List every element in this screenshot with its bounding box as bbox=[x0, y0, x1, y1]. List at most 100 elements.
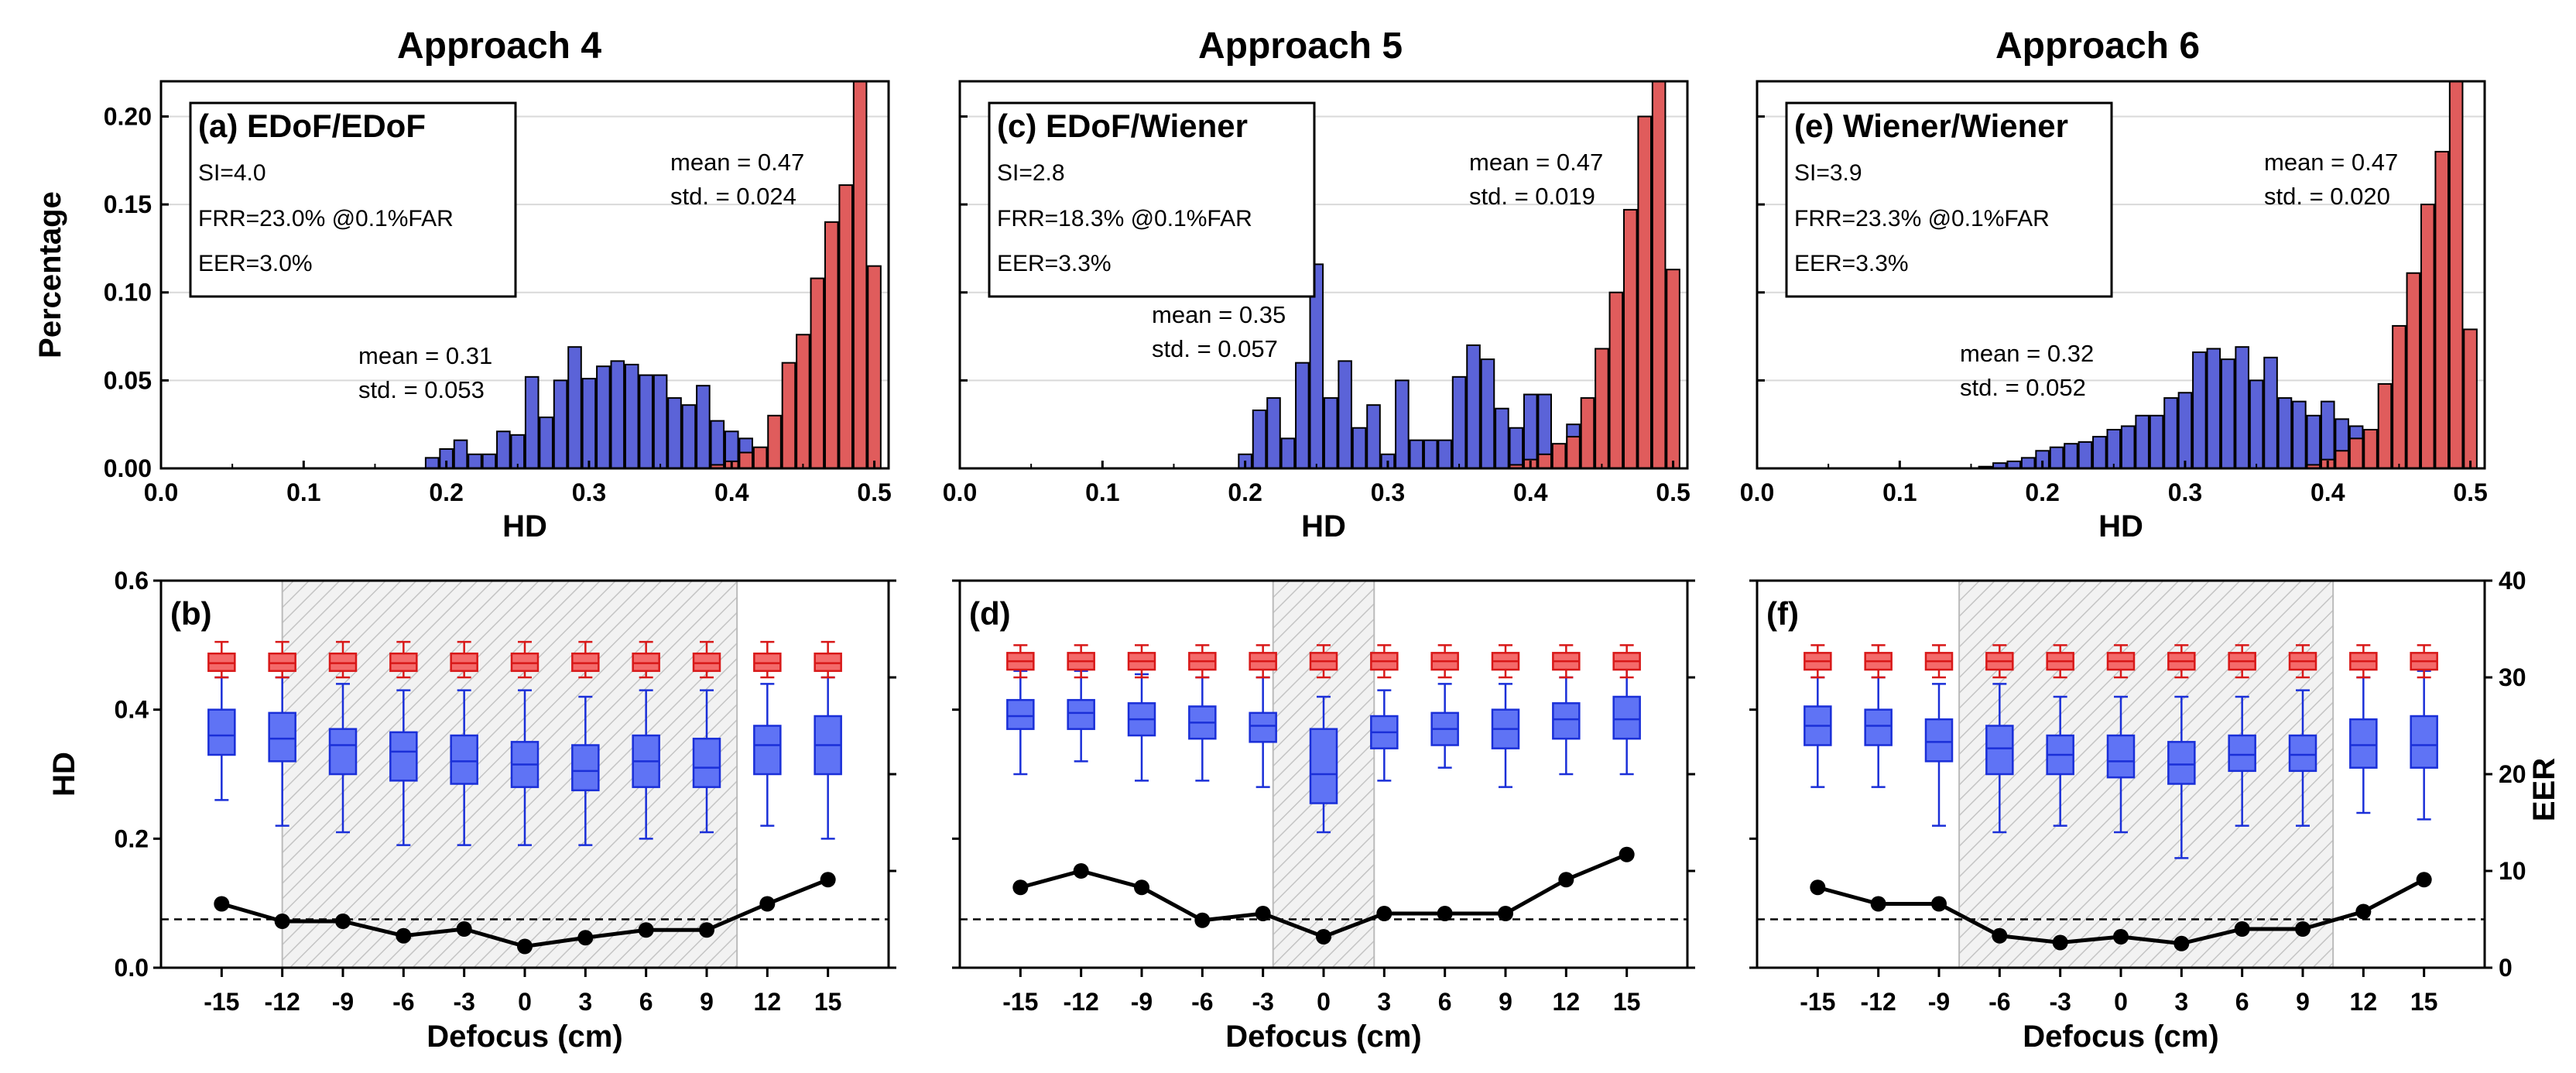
genuine-bar bbox=[1395, 379, 1410, 470]
x-tick-label: 0.1 bbox=[1085, 478, 1119, 506]
genuine-bar bbox=[2092, 436, 2107, 469]
genuine-bar bbox=[1338, 360, 1352, 470]
y-tick-label: 0.6 bbox=[115, 567, 149, 595]
x-tick-label: 0.0 bbox=[1740, 478, 1774, 506]
histogram-panel-a: (a) EDoF/EDoF SI=4.0 FRR=23.0% @0.1%FAR … bbox=[33, 80, 892, 543]
x-tick-label: 9 bbox=[2296, 988, 2310, 1016]
genuine-box bbox=[207, 708, 236, 756]
histogram-panel-e: (e) Wiener/Wiener SI=3.9 FRR=23.3% @0.1%… bbox=[1740, 80, 2488, 543]
x-axis-label: HD bbox=[502, 509, 547, 543]
genuine-bar bbox=[1523, 393, 1538, 469]
genuine-bar bbox=[1351, 427, 1367, 470]
impostor-std-text: std. = 0.019 bbox=[1469, 183, 1595, 210]
genuine-box bbox=[450, 734, 478, 785]
genuine-box bbox=[1864, 708, 1893, 746]
genuine-bar bbox=[1437, 439, 1452, 469]
genuine-box bbox=[1924, 718, 1954, 763]
genuine-box bbox=[389, 731, 418, 782]
y-tick-label: 0.20 bbox=[104, 102, 152, 130]
panel-label: (c) EDoF/Wiener bbox=[997, 108, 1248, 144]
genuine-bar bbox=[1495, 407, 1509, 470]
x-tick-label: 12 bbox=[1553, 988, 1581, 1016]
genuine-bar bbox=[610, 360, 625, 470]
genuine-box bbox=[1309, 728, 1338, 804]
x-tick-label: 0.4 bbox=[714, 478, 749, 506]
genuine-bar bbox=[2306, 414, 2321, 469]
genuine-bar bbox=[453, 439, 468, 469]
genuine-bar bbox=[653, 374, 668, 469]
eer-text: EER=3.3% bbox=[1794, 251, 1909, 276]
impostor-bar bbox=[1580, 397, 1595, 469]
x-tick-label: -9 bbox=[332, 988, 354, 1016]
impostor-bar bbox=[738, 451, 753, 470]
genuine-bar bbox=[2206, 348, 2221, 470]
x-tick-label: -15 bbox=[1800, 988, 1835, 1016]
impostor-bar bbox=[1537, 453, 1552, 469]
genuine-std-text: std. = 0.052 bbox=[1960, 374, 2086, 401]
x-tick-label: 6 bbox=[639, 988, 653, 1016]
genuine-bar bbox=[581, 378, 597, 469]
eer-point bbox=[1437, 906, 1453, 921]
impostor-bar bbox=[2420, 204, 2435, 469]
eer-point bbox=[577, 930, 594, 946]
genuine-bar bbox=[2049, 446, 2064, 470]
genuine-mean-text: mean = 0.31 bbox=[358, 342, 492, 369]
x-tick-label: 3 bbox=[1377, 988, 1391, 1016]
y-tick-label: 0.4 bbox=[115, 696, 149, 724]
y-tick-label: 0.05 bbox=[104, 366, 152, 394]
genuine-bar bbox=[624, 363, 639, 469]
x-tick-label: 0 bbox=[2114, 988, 2128, 1016]
x-tick-label: -6 bbox=[1989, 988, 2010, 1016]
impostor-bar bbox=[1666, 269, 1680, 469]
genuine-bar bbox=[1295, 362, 1310, 469]
eer-text: EER=3.0% bbox=[198, 251, 313, 276]
title-approach-5: Approach 5 bbox=[1198, 26, 1403, 67]
impostor-bar bbox=[1651, 81, 1667, 469]
impostor-bar bbox=[838, 184, 853, 469]
genuine-bar bbox=[1409, 439, 1424, 469]
genuine-box bbox=[268, 711, 296, 763]
eer-point bbox=[2355, 903, 2372, 920]
frr-text: FRR=23.0% @0.1%FAR bbox=[198, 206, 454, 231]
frr-text: FRR=23.3% @0.1%FAR bbox=[1794, 206, 2050, 231]
eer-point bbox=[2113, 929, 2129, 944]
impostor-bar bbox=[2406, 272, 2421, 469]
genuine-bar bbox=[424, 457, 440, 470]
eer-point bbox=[2234, 921, 2250, 937]
title-approach-6: Approach 6 bbox=[1995, 26, 2200, 67]
impostor-bar bbox=[852, 81, 868, 469]
si-text: SI=2.8 bbox=[997, 160, 1065, 186]
impostor-bar bbox=[2463, 328, 2478, 470]
genuine-bar bbox=[1252, 410, 1267, 469]
x-tick-label: 0.1 bbox=[286, 478, 320, 506]
x-tick-label: 0.0 bbox=[144, 478, 178, 506]
x-axis-label: HD bbox=[2098, 509, 2143, 543]
eer-point bbox=[335, 914, 351, 929]
frr-text: FRR=18.3% @0.1%FAR bbox=[997, 206, 1252, 231]
genuine-bar bbox=[639, 374, 653, 469]
genuine-bar bbox=[2177, 392, 2193, 470]
genuine-box bbox=[571, 744, 600, 792]
eer-point bbox=[1810, 879, 1826, 896]
x-tick-label: 12 bbox=[754, 988, 782, 1016]
y-axis-label: Percentage bbox=[33, 191, 67, 358]
si-text: SI=4.0 bbox=[198, 160, 266, 186]
x-tick-label: 6 bbox=[1438, 988, 1452, 1016]
genuine-std-text: std. = 0.053 bbox=[358, 376, 485, 403]
panel-label: (d) bbox=[969, 595, 1011, 632]
x-tick-label: 9 bbox=[1499, 988, 1512, 1016]
eer-point bbox=[638, 922, 654, 938]
genuine-box bbox=[753, 725, 782, 776]
genuine-bar bbox=[510, 434, 526, 469]
x-tick-label: 0.3 bbox=[572, 478, 606, 506]
x-tick-label: 0.5 bbox=[857, 478, 891, 506]
eer-point bbox=[699, 922, 714, 938]
x-tick-label: -15 bbox=[1002, 988, 1038, 1016]
y-tick-label: 0.00 bbox=[104, 454, 152, 482]
info-box bbox=[1785, 101, 2113, 298]
genuine-bar bbox=[2263, 356, 2278, 469]
x-tick-label: 3 bbox=[2174, 988, 2188, 1016]
impostor-bar bbox=[2348, 437, 2364, 470]
eer-point bbox=[1931, 896, 1947, 912]
shaded-region bbox=[281, 580, 738, 968]
